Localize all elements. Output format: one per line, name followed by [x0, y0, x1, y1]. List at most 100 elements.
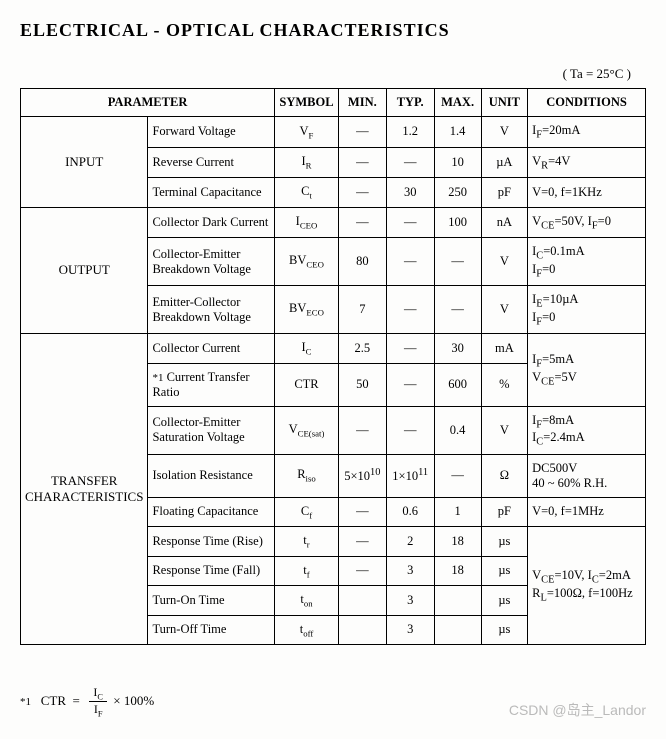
- cell-min: [338, 586, 386, 616]
- cell-max: 18: [434, 556, 481, 586]
- cell-param: Forward Voltage: [148, 117, 275, 148]
- group-transfer: TRANSFER CHARACTERISTICS: [21, 334, 148, 645]
- cell-typ: —: [386, 238, 434, 286]
- cell-max: 250: [434, 178, 481, 208]
- cell-param: Isolation Resistance: [148, 454, 275, 497]
- cell-unit: V: [481, 117, 528, 148]
- cell-min: —: [338, 147, 386, 178]
- cell-unit: µs: [481, 556, 528, 586]
- cell-min: 2.5: [338, 334, 386, 364]
- fraction-icon: IC IF: [89, 685, 107, 719]
- cell-param: Collector Dark Current: [148, 207, 275, 238]
- cell-typ: —: [386, 363, 434, 406]
- cell-unit: µs: [481, 586, 528, 616]
- cell-param: Turn-Off Time: [148, 615, 275, 645]
- cell-max: 0.4: [434, 406, 481, 454]
- cell-typ: —: [386, 406, 434, 454]
- cell-min: —: [338, 178, 386, 208]
- header-row: PARAMETER SYMBOL MIN. TYP. MAX. UNIT CON…: [21, 89, 646, 117]
- cell-unit: nA: [481, 207, 528, 238]
- table-row: INPUT Forward Voltage VF — 1.2 1.4 V IF=…: [21, 117, 646, 148]
- cell-param: Emitter-Collector Breakdown Voltage: [148, 286, 275, 334]
- cell-param: *1 Current Transfer Ratio: [148, 363, 275, 406]
- cell-symbol: CTR: [275, 363, 339, 406]
- cell-max: [434, 586, 481, 616]
- group-output: OUTPUT: [21, 207, 148, 334]
- cell-min: —: [338, 406, 386, 454]
- cell-min: —: [338, 207, 386, 238]
- cell-symbol: tf: [275, 556, 339, 586]
- cell-typ: 3: [386, 556, 434, 586]
- cell-cond: V=0, f=1MHz: [528, 497, 646, 527]
- cell-symbol: tr: [275, 527, 339, 557]
- cell-symbol: VF: [275, 117, 339, 148]
- cell-max: 600: [434, 363, 481, 406]
- cell-cond: IF=20mA: [528, 117, 646, 148]
- col-symbol: SYMBOL: [275, 89, 339, 117]
- group-input: INPUT: [21, 117, 148, 208]
- cell-min: 80: [338, 238, 386, 286]
- cell-param: Terminal Capacitance: [148, 178, 275, 208]
- col-max: MAX.: [434, 89, 481, 117]
- watermark-text: CSDN @岛主_Landor: [509, 700, 646, 720]
- col-unit: UNIT: [481, 89, 528, 117]
- cell-param: Collector-Emitter Saturation Voltage: [148, 406, 275, 454]
- cell-param: Response Time (Rise): [148, 527, 275, 557]
- table-row: TRANSFER CHARACTERISTICS Collector Curre…: [21, 334, 646, 364]
- cell-cond: IF=5mAVCE=5V: [528, 334, 646, 407]
- col-parameter: PARAMETER: [21, 89, 275, 117]
- cell-param: Collector-Emitter Breakdown Voltage: [148, 238, 275, 286]
- cell-max: 30: [434, 334, 481, 364]
- ambient-temp-note: ( Ta = 25°C ): [20, 66, 646, 82]
- cell-symbol: Cf: [275, 497, 339, 527]
- cell-unit: pF: [481, 178, 528, 208]
- cell-max: [434, 615, 481, 645]
- cell-max: 100: [434, 207, 481, 238]
- page-title: ELECTRICAL - OPTICAL CHARACTERISTICS: [20, 20, 646, 41]
- cell-cond: IF=8mAIC=2.4mA: [528, 406, 646, 454]
- cell-min: [338, 615, 386, 645]
- cell-unit: V: [481, 286, 528, 334]
- col-min: MIN.: [338, 89, 386, 117]
- cell-param: Turn-On Time: [148, 586, 275, 616]
- col-conditions: CONDITIONS: [528, 89, 646, 117]
- cell-symbol: Riso: [275, 454, 339, 497]
- cell-cond: VCE=10V, IC=2mARL=100Ω, f=100Hz: [528, 527, 646, 645]
- table-row: OUTPUT Collector Dark Current ICEO — — 1…: [21, 207, 646, 238]
- cell-typ: —: [386, 286, 434, 334]
- cell-unit: mA: [481, 334, 528, 364]
- cell-cond: VR=4V: [528, 147, 646, 178]
- cell-param: Response Time (Fall): [148, 556, 275, 586]
- cell-cond: IC=0.1mAIF=0: [528, 238, 646, 286]
- cell-max: 1.4: [434, 117, 481, 148]
- cell-typ: 0.6: [386, 497, 434, 527]
- cell-param: Floating Capacitance: [148, 497, 275, 527]
- cell-unit: pF: [481, 497, 528, 527]
- cell-cond: IE=10µAIF=0: [528, 286, 646, 334]
- cell-min: —: [338, 556, 386, 586]
- cell-symbol: toff: [275, 615, 339, 645]
- cell-max: —: [434, 286, 481, 334]
- cell-param: Reverse Current: [148, 147, 275, 178]
- cell-max: 18: [434, 527, 481, 557]
- cell-symbol: BVCEO: [275, 238, 339, 286]
- cell-unit: Ω: [481, 454, 528, 497]
- cell-typ: 1.2: [386, 117, 434, 148]
- cell-symbol: ton: [275, 586, 339, 616]
- cell-min: 50: [338, 363, 386, 406]
- cell-min: —: [338, 527, 386, 557]
- cell-typ: 2: [386, 527, 434, 557]
- cell-cond: DC500V40 ~ 60% R.H.: [528, 454, 646, 497]
- cell-min: —: [338, 497, 386, 527]
- cell-unit: µs: [481, 615, 528, 645]
- cell-max: 1: [434, 497, 481, 527]
- cell-symbol: IR: [275, 147, 339, 178]
- cell-unit: %: [481, 363, 528, 406]
- cell-symbol: BVECO: [275, 286, 339, 334]
- characteristics-table: PARAMETER SYMBOL MIN. TYP. MAX. UNIT CON…: [20, 88, 646, 645]
- cell-unit: µA: [481, 147, 528, 178]
- cell-min: 5×1010: [338, 454, 386, 497]
- cell-unit: µs: [481, 527, 528, 557]
- cell-max: —: [434, 238, 481, 286]
- cell-max: 10: [434, 147, 481, 178]
